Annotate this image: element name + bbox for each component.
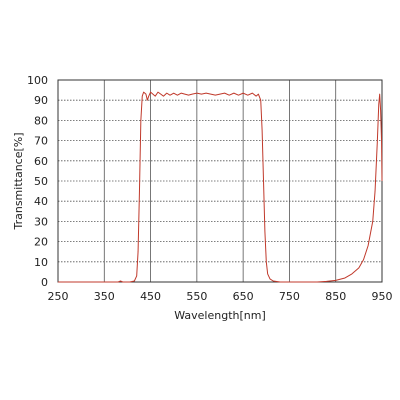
y-tick-label: 70 bbox=[34, 135, 48, 148]
y-tick-label: 60 bbox=[34, 155, 48, 168]
y-tick-label: 10 bbox=[34, 256, 48, 269]
x-tick-label: 850 bbox=[325, 290, 346, 303]
y-tick-label: 90 bbox=[34, 94, 48, 107]
series-layer bbox=[58, 91, 383, 283]
y-tick-label: 40 bbox=[34, 195, 48, 208]
x-tick-label: 950 bbox=[372, 290, 393, 303]
y-tick-label: 20 bbox=[34, 236, 48, 249]
x-tick-label: 750 bbox=[279, 290, 300, 303]
x-tick-label: 650 bbox=[233, 290, 254, 303]
y-tick-label: 0 bbox=[41, 276, 48, 289]
x-tick-label: 250 bbox=[48, 290, 69, 303]
y-tick-label: 80 bbox=[34, 114, 48, 127]
x-tick-labels: 250 350 450 550 650 750 850 950 bbox=[48, 290, 393, 303]
y-tick-label: 30 bbox=[34, 215, 48, 228]
series-line bbox=[58, 91, 383, 283]
y-tick-label: 100 bbox=[27, 74, 48, 87]
x-tick-label: 550 bbox=[186, 290, 207, 303]
y-tick-labels: 0 10 20 30 40 50 60 70 80 90 100 bbox=[27, 74, 48, 289]
y-tick-label: 50 bbox=[34, 175, 48, 188]
x-tick-label: 350 bbox=[94, 290, 115, 303]
x-tick-label: 450 bbox=[140, 290, 161, 303]
y-axis-label: Transmittance[%] bbox=[12, 132, 25, 230]
grid-lines bbox=[58, 80, 382, 282]
x-axis-label: Wavelength[nm] bbox=[174, 309, 266, 322]
